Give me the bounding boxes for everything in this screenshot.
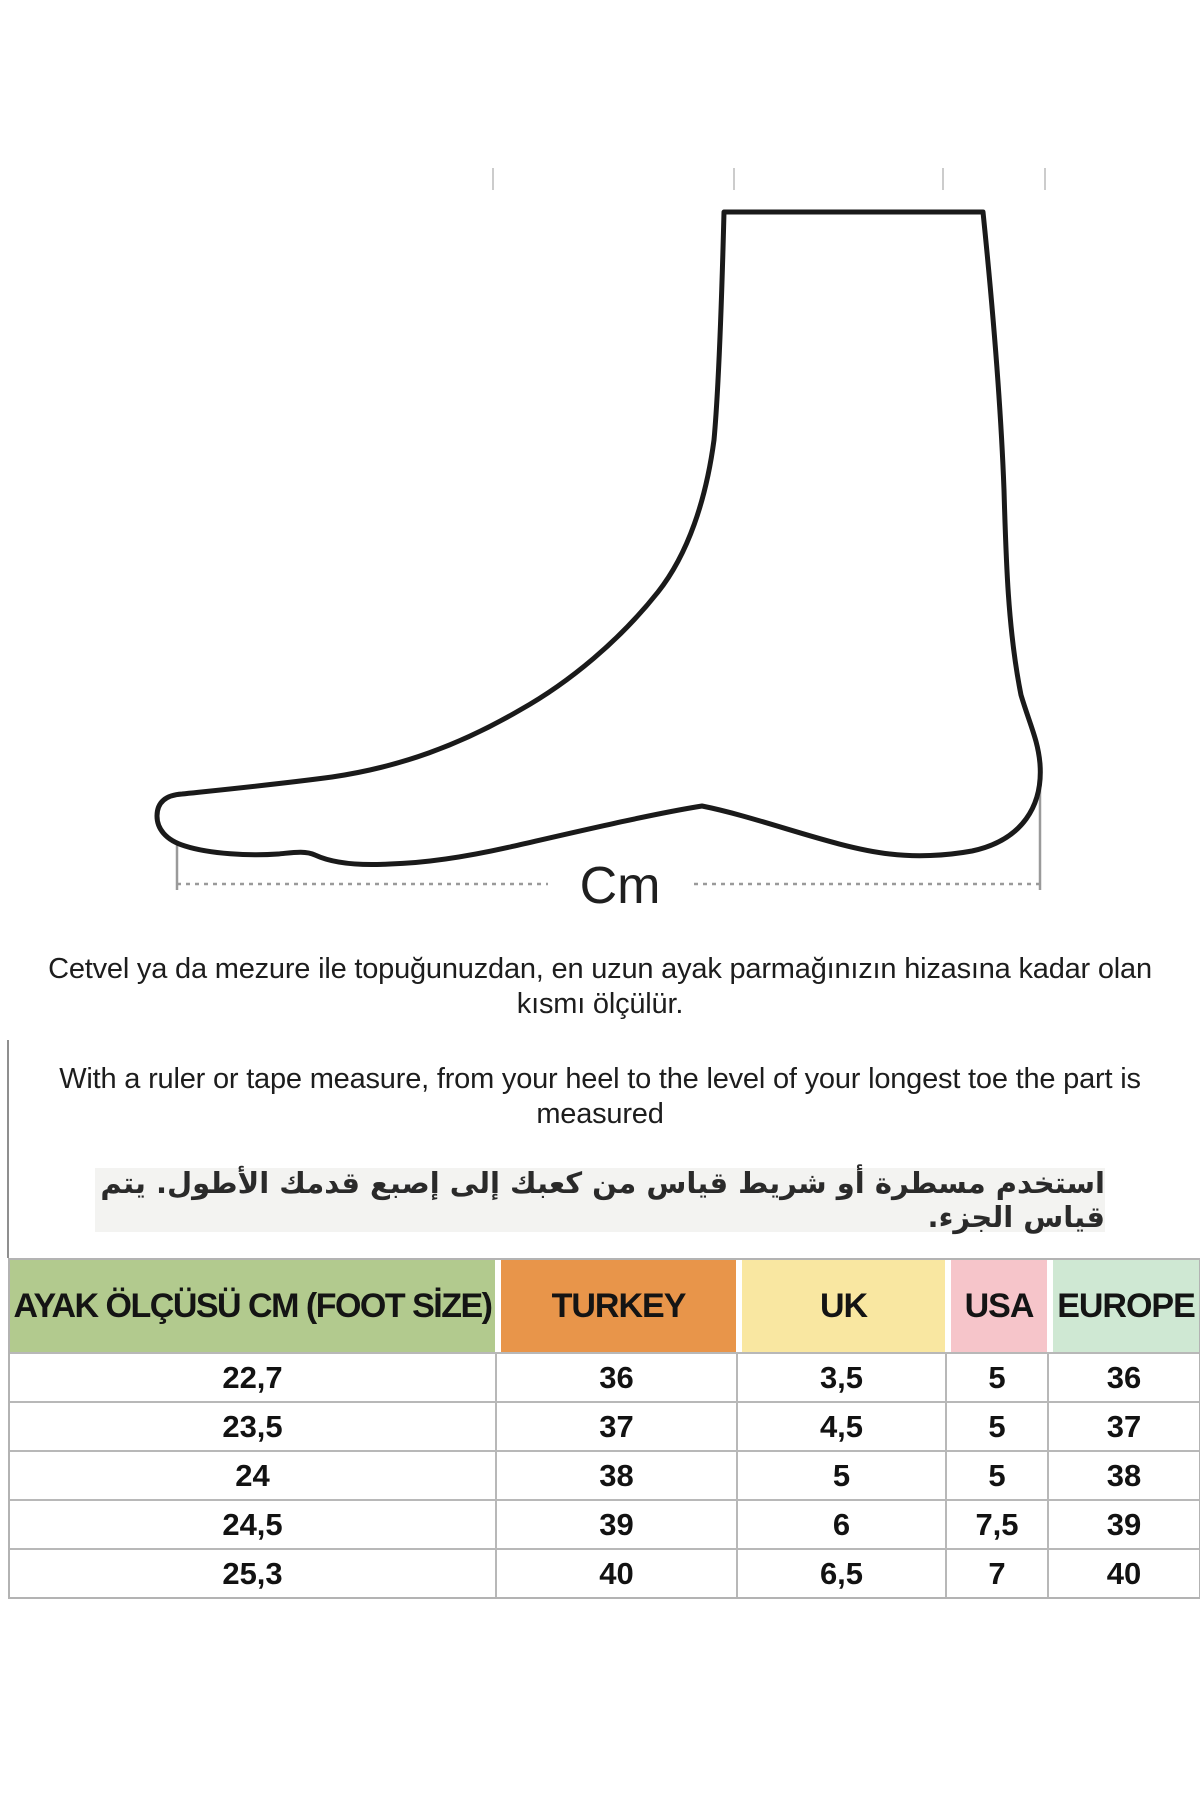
size-row: 25,3 40 6,5 7 40 [10, 1548, 1199, 1597]
size-cell: 40 [495, 1548, 736, 1597]
size-table-header-row: AYAK ÖLÇÜSÜ CM (FOOT SİZE) TURKEY UK USA… [10, 1260, 1199, 1352]
size-cell: 24,5 [10, 1499, 495, 1548]
column-header-usa: USA [945, 1260, 1047, 1352]
size-cell: 22,7 [10, 1352, 495, 1401]
size-cell: 23,5 [10, 1401, 495, 1450]
size-cell: 7,5 [945, 1499, 1047, 1548]
size-cell: 40 [1047, 1548, 1199, 1597]
column-header-uk: UK [736, 1260, 945, 1352]
size-cell: 5 [736, 1450, 945, 1499]
size-cell: 39 [495, 1499, 736, 1548]
foot-outline [154, 209, 1043, 867]
arabic-instruction-text: استخدم مسطرة أو شريط قياس من كعبك إلى إص… [95, 1166, 1105, 1234]
size-cell: 6 [736, 1499, 945, 1548]
size-cell: 37 [495, 1401, 736, 1450]
foot-side-profile-diagram: Cm [154, 168, 1046, 915]
size-cell: 39 [1047, 1499, 1199, 1548]
size-conversion-table: AYAK ÖLÇÜSÜ CM (FOOT SİZE) TURKEY UK USA… [8, 1258, 1200, 1599]
size-cell: 37 [1047, 1401, 1199, 1450]
top-gridline-nubs [492, 168, 1046, 190]
size-cell: 38 [495, 1450, 736, 1499]
size-cell: 5 [945, 1450, 1047, 1499]
left-border-line [7, 1040, 9, 1258]
size-cell: 7 [945, 1548, 1047, 1597]
turkish-instruction-text: Cetvel ya da mezure ile topuğunuzdan, en… [48, 953, 1152, 1020]
cm-label: Cm [580, 857, 661, 915]
size-cell: 24 [10, 1450, 495, 1499]
size-cell: 25,3 [10, 1548, 495, 1597]
size-row: 24,5 39 6 7,5 39 [10, 1499, 1199, 1548]
column-header-europe: EUROPE [1047, 1260, 1199, 1352]
column-header-foot-size: AYAK ÖLÇÜSÜ CM (FOOT SİZE) [10, 1260, 495, 1352]
size-table-body: 22,7 36 3,5 5 36 23,5 37 4,5 5 37 24 38 5 5 38 24,5 39 6 7… [10, 1352, 1199, 1597]
size-cell: 36 [1047, 1352, 1199, 1401]
size-row: 23,5 37 4,5 5 37 [10, 1401, 1199, 1450]
size-cell: 6,5 [736, 1548, 945, 1597]
size-cell: 5 [945, 1401, 1047, 1450]
size-cell: 36 [495, 1352, 736, 1401]
size-cell: 38 [1047, 1450, 1199, 1499]
column-header-turkey: TURKEY [495, 1260, 736, 1352]
size-cell: 5 [945, 1352, 1047, 1401]
size-cell: 4,5 [736, 1401, 945, 1450]
size-row: 22,7 36 3,5 5 36 [10, 1352, 1199, 1401]
size-cell: 3,5 [736, 1352, 945, 1401]
english-instruction-text: With a ruler or tape measure, from your … [59, 1063, 1141, 1130]
size-row: 24 38 5 5 38 [10, 1450, 1199, 1499]
